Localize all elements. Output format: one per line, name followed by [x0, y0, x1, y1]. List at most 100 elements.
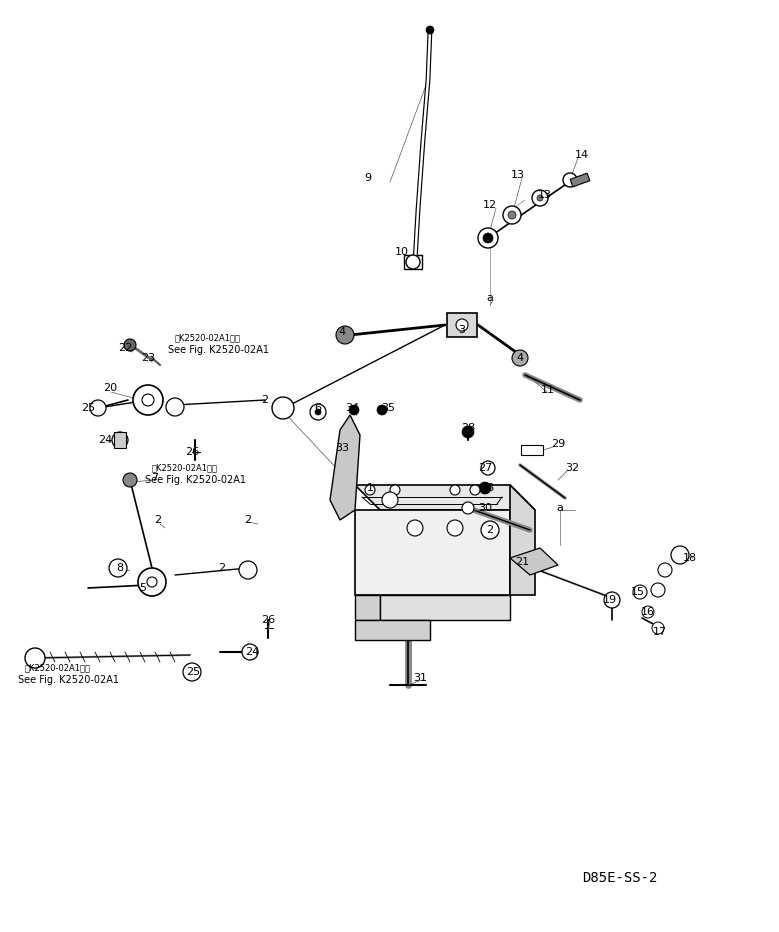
Text: 21: 21	[515, 557, 529, 567]
Circle shape	[447, 520, 463, 536]
Text: 9: 9	[365, 173, 372, 183]
Text: 24: 24	[98, 435, 112, 445]
Text: 2: 2	[154, 515, 161, 525]
Text: 2: 2	[245, 515, 252, 525]
Circle shape	[651, 583, 665, 597]
Bar	[570, 173, 590, 186]
Polygon shape	[330, 415, 360, 520]
Text: 7: 7	[151, 473, 159, 483]
Circle shape	[537, 195, 543, 201]
Text: 25: 25	[81, 403, 95, 413]
Text: 28: 28	[461, 423, 475, 433]
Text: 16: 16	[641, 607, 655, 617]
Circle shape	[604, 592, 620, 608]
Circle shape	[563, 173, 577, 187]
Text: 12: 12	[483, 200, 497, 210]
Text: 29: 29	[551, 439, 565, 449]
Text: 4: 4	[516, 353, 523, 363]
Text: 34: 34	[345, 403, 359, 413]
Text: a: a	[487, 293, 493, 303]
Text: See Fig. K2520-02A1: See Fig. K2520-02A1	[145, 475, 246, 485]
Circle shape	[166, 398, 184, 416]
Text: 26: 26	[261, 615, 275, 625]
Circle shape	[183, 663, 201, 681]
Text: 3: 3	[459, 325, 466, 335]
Circle shape	[456, 319, 468, 331]
Polygon shape	[355, 485, 535, 510]
Circle shape	[508, 211, 516, 219]
Circle shape	[112, 432, 128, 448]
Circle shape	[142, 394, 154, 406]
Polygon shape	[380, 595, 510, 620]
Text: 4: 4	[338, 327, 346, 337]
Circle shape	[377, 405, 387, 415]
Text: 10: 10	[395, 247, 409, 257]
Circle shape	[315, 409, 321, 415]
Circle shape	[450, 485, 460, 495]
Circle shape	[109, 559, 127, 577]
Bar	[404, 255, 422, 269]
Text: 20: 20	[103, 383, 117, 393]
Circle shape	[349, 405, 359, 415]
Circle shape	[133, 385, 163, 415]
Polygon shape	[355, 620, 430, 640]
Polygon shape	[355, 595, 380, 620]
Text: 13: 13	[538, 190, 552, 200]
Text: 28: 28	[480, 483, 494, 493]
Circle shape	[633, 585, 647, 599]
Text: 14: 14	[575, 150, 589, 160]
Circle shape	[272, 397, 294, 419]
Circle shape	[642, 606, 654, 618]
Text: 19: 19	[603, 595, 617, 605]
Circle shape	[406, 255, 420, 269]
Polygon shape	[510, 548, 558, 575]
Text: 2: 2	[262, 395, 269, 405]
Circle shape	[124, 339, 136, 351]
Text: 図K2520-02A1参照: 図K2520-02A1参照	[175, 334, 241, 342]
Circle shape	[138, 568, 166, 596]
Text: 図K2520-02A1参照: 図K2520-02A1参照	[25, 664, 91, 673]
Circle shape	[239, 561, 257, 579]
Text: 23: 23	[141, 353, 155, 363]
Text: 24: 24	[245, 647, 259, 657]
Text: 35: 35	[381, 403, 395, 413]
Text: 33: 33	[335, 443, 349, 453]
Text: 2: 2	[486, 525, 494, 535]
Circle shape	[658, 563, 672, 577]
Circle shape	[390, 485, 400, 495]
Circle shape	[479, 482, 491, 494]
Bar	[114, 432, 126, 448]
Text: 17: 17	[653, 627, 667, 637]
Polygon shape	[510, 485, 535, 595]
Circle shape	[652, 622, 664, 634]
Text: See Fig. K2520-02A1: See Fig. K2520-02A1	[168, 345, 269, 355]
Circle shape	[382, 492, 398, 508]
Circle shape	[90, 400, 106, 416]
Circle shape	[512, 350, 528, 366]
Text: 30: 30	[478, 503, 492, 513]
Text: 6: 6	[315, 403, 322, 413]
Circle shape	[242, 644, 258, 660]
Text: 32: 32	[565, 463, 579, 473]
Text: a: a	[556, 503, 563, 513]
Circle shape	[503, 206, 521, 224]
Circle shape	[478, 228, 498, 248]
Text: 図K2520-02A1参照: 図K2520-02A1参照	[152, 463, 218, 473]
Circle shape	[147, 577, 157, 587]
Text: 22: 22	[118, 343, 132, 353]
Circle shape	[481, 461, 495, 475]
Text: 18: 18	[683, 553, 697, 563]
Polygon shape	[355, 510, 510, 595]
Circle shape	[470, 485, 480, 495]
Text: See Fig. K2520-02A1: See Fig. K2520-02A1	[18, 675, 119, 685]
Circle shape	[671, 546, 689, 564]
Circle shape	[336, 326, 354, 344]
Circle shape	[483, 233, 493, 243]
Text: 5: 5	[139, 583, 146, 593]
Text: 11: 11	[541, 385, 555, 395]
Text: 2: 2	[218, 563, 226, 573]
Text: 1: 1	[366, 483, 373, 493]
Text: 27: 27	[478, 463, 492, 473]
Circle shape	[365, 485, 375, 495]
Bar	[447, 313, 477, 337]
